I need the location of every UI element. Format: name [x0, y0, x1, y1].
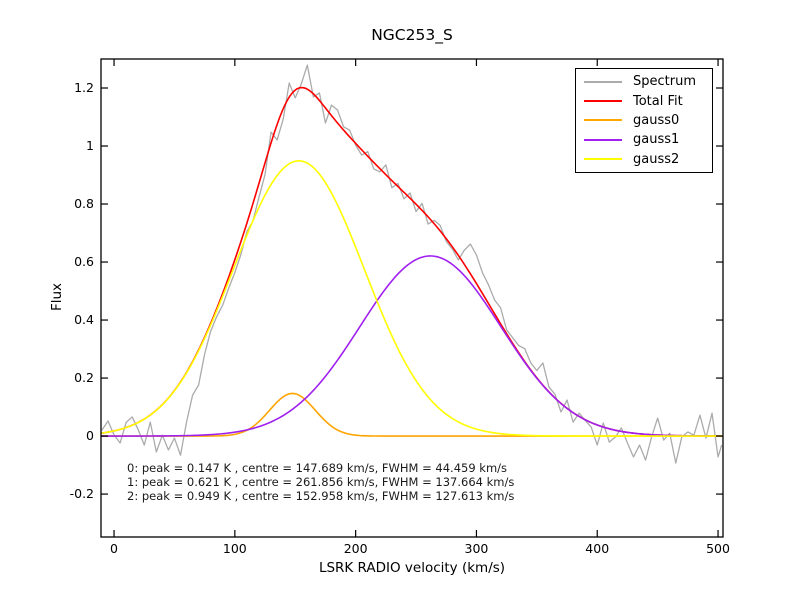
y-tick-label: 0	[86, 428, 94, 444]
legend-label-total-fit: Total Fit	[633, 93, 683, 109]
fit-annotation-line-2: 2: peak = 0.949 K , centre = 152.958 km/…	[127, 489, 515, 503]
x-axis-label: LSRK RADIO velocity (km/s)	[318, 560, 506, 576]
y-tick-label: 1	[86, 138, 94, 153]
chart-title: NGC253_S	[371, 26, 453, 44]
y-tick-label: 0.2	[74, 370, 94, 386]
legend-row-gauss1: gauss1	[576, 130, 712, 149]
y-tick-label: 1.2	[74, 80, 94, 95]
fit-annotation-line-1: 1: peak = 0.621 K , centre = 261.856 km/…	[127, 475, 515, 489]
legend-line-gauss1-icon	[584, 138, 622, 141]
legend-label-gauss2: gauss2	[633, 151, 680, 167]
x-tick-label: 400	[585, 541, 610, 556]
y-tick-label: 0.8	[74, 196, 94, 212]
x-tick-label: 0	[110, 541, 118, 556]
legend: Spectrum Total Fit gauss0 gauss1 gauss2	[575, 68, 713, 173]
x-tick-label: 200	[343, 541, 368, 556]
legend-label-gauss1: gauss1	[633, 132, 680, 148]
legend-line-gauss0-icon	[584, 119, 622, 122]
legend-row-gauss2: gauss2	[576, 150, 712, 169]
x-tick-label: 100	[222, 541, 247, 556]
legend-line-spectrum-icon	[584, 80, 622, 83]
y-tick-label: -0.2	[69, 486, 94, 502]
legend-line-gauss2-icon	[584, 158, 622, 161]
legend-line-total-fit-icon	[584, 100, 622, 103]
fit-parameters-annotation: 0: peak = 0.147 K , centre = 147.689 km/…	[127, 461, 514, 503]
y-axis-label-text: Flux	[49, 282, 65, 312]
legend-row-gauss0: gauss0	[576, 111, 712, 130]
x-tick-label: 300	[464, 541, 489, 556]
legend-row-spectrum: Spectrum	[576, 72, 712, 91]
legend-label-gauss0: gauss0	[633, 112, 680, 128]
fit-annotation-line-0: 0: peak = 0.147 K , centre = 147.689 km/…	[127, 461, 508, 475]
x-tick-label: 500	[706, 541, 730, 556]
y-tick-label: 0.4	[74, 312, 94, 328]
legend-label-spectrum: Spectrum	[633, 74, 696, 90]
y-tick-label: 0.6	[74, 254, 94, 270]
legend-row-total-fit: Total Fit	[576, 92, 712, 111]
